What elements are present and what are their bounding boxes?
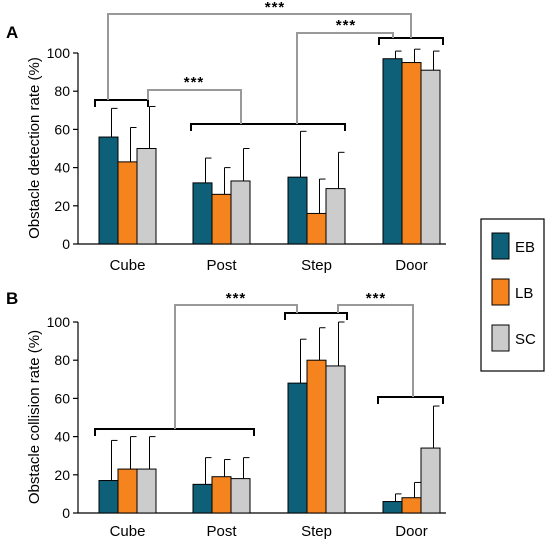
group-bracket-b bbox=[377, 396, 444, 404]
y-tick-label-b: 20 bbox=[54, 467, 70, 483]
bar-lb-door bbox=[401, 62, 422, 245]
y-tick-label-b: 0 bbox=[62, 505, 70, 521]
y-tick-label-b: 60 bbox=[54, 390, 70, 406]
bar-eb-post bbox=[192, 182, 213, 245]
bar-sc-post bbox=[230, 180, 251, 245]
bar-eb-door bbox=[382, 501, 403, 514]
significance-label-b: *** bbox=[366, 290, 387, 307]
y-tick-label-a: 100 bbox=[47, 45, 71, 61]
bar-lb-step bbox=[306, 359, 327, 514]
x-tick-label-b: Door bbox=[395, 523, 428, 540]
group-bracket-a bbox=[190, 123, 346, 131]
y-tick-label-a: 0 bbox=[62, 236, 70, 252]
y-tick-label-a: 20 bbox=[54, 198, 70, 214]
bar-eb-cube bbox=[98, 480, 119, 514]
bar-sc-step bbox=[325, 365, 346, 514]
x-tick-label-a: Post bbox=[206, 257, 237, 274]
x-tick-label-a: Step bbox=[301, 257, 332, 274]
x-tick-label-b: Step bbox=[301, 523, 332, 540]
bar-sc-step bbox=[325, 188, 346, 245]
bar-eb-cube bbox=[98, 136, 119, 245]
y-tick-label-b: 40 bbox=[54, 429, 70, 445]
y-axis-label-b: Obstacle collision rate (%) bbox=[26, 330, 43, 504]
legend-swatch-lb bbox=[491, 278, 510, 306]
y-tick-label-b: 100 bbox=[47, 314, 71, 330]
legend-label-lb: LB bbox=[515, 285, 533, 302]
bar-eb-door bbox=[382, 58, 403, 245]
bar-lb-post bbox=[211, 476, 232, 514]
bar-lb-post bbox=[211, 193, 232, 245]
bar-eb-post bbox=[192, 483, 213, 514]
x-tick-label-a: Cube bbox=[110, 257, 146, 274]
legend-label-sc: SC bbox=[515, 331, 536, 348]
group-bracket-a bbox=[378, 37, 444, 45]
legend-swatch-sc bbox=[491, 324, 510, 352]
group-bracket-a bbox=[94, 99, 149, 107]
bar-lb-door bbox=[401, 497, 422, 514]
y-axis-label-a: Obstacle detection rate (%) bbox=[26, 57, 43, 239]
x-tick-label-b: Cube bbox=[110, 523, 146, 540]
significance-label-a: *** bbox=[265, 0, 286, 16]
significance-label-b: *** bbox=[226, 290, 247, 307]
y-tick-label-a: 80 bbox=[54, 83, 70, 99]
y-tick-label-a: 60 bbox=[54, 121, 70, 137]
panel-label-a: A bbox=[6, 23, 18, 42]
panel-label-b: B bbox=[6, 289, 18, 308]
bar-lb-cube bbox=[117, 161, 138, 245]
y-tick-label-a: 40 bbox=[54, 160, 70, 176]
y-tick-label-b: 80 bbox=[54, 352, 70, 368]
comparison-bracket-a bbox=[107, 13, 412, 100]
bar-sc-cube bbox=[136, 468, 157, 514]
bar-sc-cube bbox=[136, 148, 157, 245]
comparison-bracket-b bbox=[337, 304, 414, 397]
bar-lb-cube bbox=[117, 468, 138, 514]
x-tick-label-a: Door bbox=[395, 257, 428, 274]
group-bracket-b bbox=[284, 312, 348, 320]
comparison-bracket-a bbox=[296, 32, 394, 124]
legend-swatch-eb bbox=[491, 232, 510, 260]
bar-sc-door bbox=[420, 447, 441, 514]
bar-sc-door bbox=[420, 69, 441, 245]
bar-sc-post bbox=[230, 478, 251, 514]
bar-lb-step bbox=[306, 212, 327, 245]
bar-eb-step bbox=[287, 176, 308, 245]
x-tick-label-b: Post bbox=[206, 523, 237, 540]
comparison-bracket-b bbox=[174, 304, 298, 429]
bar-eb-step bbox=[287, 382, 308, 514]
significance-label-a: *** bbox=[336, 17, 357, 34]
group-bracket-b bbox=[94, 428, 255, 436]
legend-label-eb: EB bbox=[515, 239, 535, 256]
significance-label-a: *** bbox=[184, 74, 205, 91]
comparison-bracket-a bbox=[147, 89, 242, 124]
